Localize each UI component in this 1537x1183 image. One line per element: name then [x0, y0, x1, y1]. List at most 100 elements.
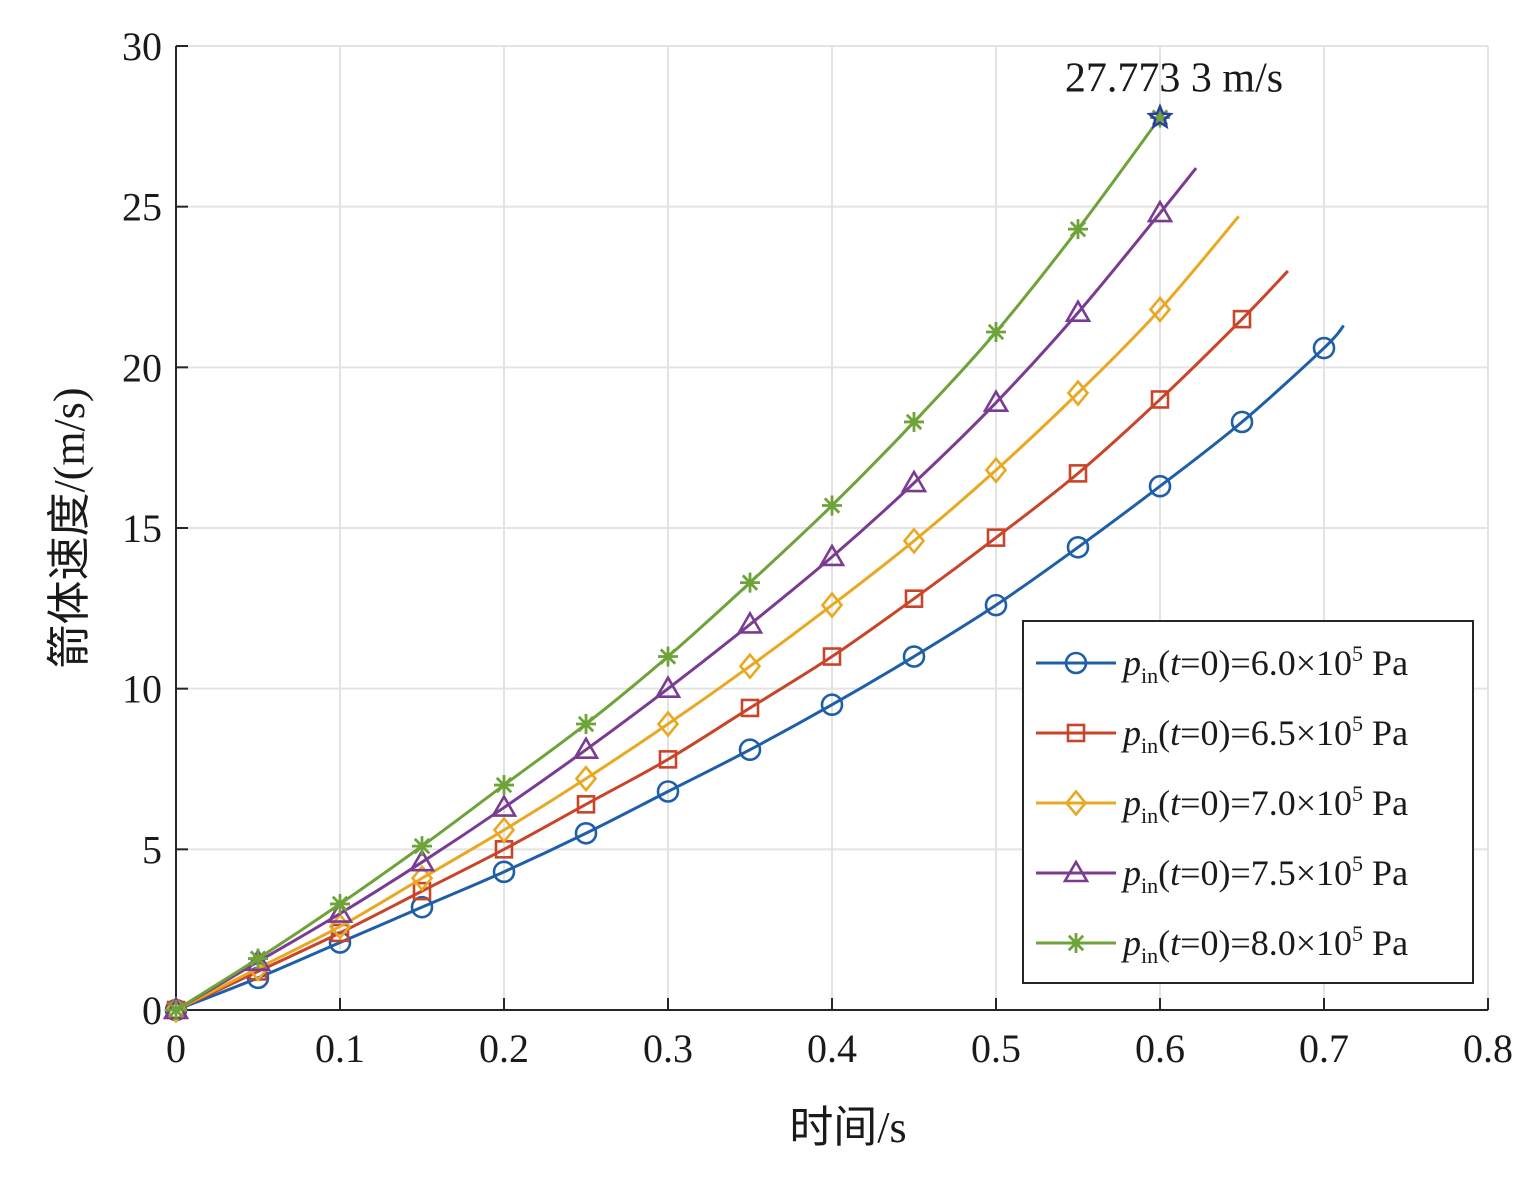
- data-point-marker: [1064, 299, 1092, 323]
- y-tick-label: 10: [122, 667, 162, 712]
- x-tick-label: 0.7: [1299, 1026, 1349, 1071]
- data-point-marker: [822, 647, 842, 666]
- data-point-marker: [822, 495, 842, 516]
- data-point-marker: [1146, 199, 1174, 223]
- data-point-marker: [982, 389, 1010, 412]
- data-point-marker: [1066, 379, 1090, 407]
- data-point-marker: [494, 775, 514, 796]
- data-point-marker: [738, 738, 762, 762]
- y-tick-label: 0: [142, 988, 162, 1033]
- series-4: [162, 167, 1198, 1020]
- data-point-marker: [1148, 474, 1172, 498]
- data-point-marker: [408, 848, 436, 872]
- data-point-marker: [820, 591, 844, 619]
- legend-marker: [1066, 933, 1086, 953]
- axes: 0 0.1 0.2 0.3 0.4 0.5 0.6 0.7 0.8 0 5 10 15 20 25 30: [122, 24, 1513, 1071]
- data-point-marker: [740, 572, 760, 593]
- y-tick-label: 15: [122, 506, 162, 551]
- data-point-marker: [412, 836, 432, 857]
- peak-annotation: 27.773 3 m/s: [1065, 56, 1283, 130]
- y-tick-label: 5: [142, 827, 162, 872]
- peak-annotation-label: 27.773 3 m/s: [1065, 56, 1283, 102]
- data-point-marker: [166, 1000, 186, 1020]
- legend-item: pin(t=0)=6.5×105 Pa: [1036, 711, 1408, 758]
- legend-label: pin(t=0)=6.5×105 Pa: [1120, 711, 1408, 758]
- data-point-marker: [656, 710, 680, 738]
- legend-label: pin(t=0)=7.0×105 Pa: [1120, 781, 1408, 828]
- data-point-marker: [902, 645, 926, 668]
- series-line: [175, 215, 1240, 1012]
- legend-marker: [1062, 859, 1090, 883]
- x-tick-label: 0.3: [643, 1026, 693, 1071]
- data-point-marker: [1068, 219, 1088, 240]
- data-point-marker: [1148, 295, 1172, 324]
- data-point-marker: [1230, 410, 1254, 434]
- data-point-marker: [820, 693, 844, 717]
- series-layer: [162, 107, 1345, 1024]
- x-axis-title: 时间/s: [789, 1103, 906, 1152]
- legend-label: pin(t=0)=6.0×105 Pa: [1120, 641, 1408, 688]
- legend-label: pin(t=0)=7.5×105 Pa: [1120, 851, 1408, 898]
- data-point-marker: [1150, 390, 1170, 409]
- grid-lines: [176, 45, 1489, 1010]
- series-line: [175, 167, 1198, 1012]
- data-point-marker: [656, 780, 680, 803]
- y-tick-label: 30: [122, 24, 162, 69]
- data-point-marker: [248, 948, 268, 969]
- y-axis-title: 箭体速度/(m/s): [45, 387, 94, 668]
- legend-marker: [1066, 723, 1086, 743]
- data-point-marker: [576, 795, 596, 814]
- data-point-marker: [330, 893, 350, 914]
- data-point-marker: [244, 948, 272, 972]
- data-point-marker: [986, 321, 1006, 342]
- data-point-marker: [1066, 535, 1090, 559]
- x-tick-label: 0.1: [315, 1026, 365, 1071]
- data-point-marker: [492, 860, 516, 884]
- x-tick-label: 0.6: [1135, 1026, 1185, 1071]
- data-point-marker: [326, 900, 354, 923]
- legend-item: pin(t=0)=7.5×105 Pa: [1036, 851, 1408, 898]
- x-tick-label: 0.2: [479, 1026, 529, 1071]
- x-tick-label: 0.5: [971, 1026, 1021, 1071]
- data-point-marker: [904, 589, 924, 608]
- data-point-marker: [740, 698, 760, 718]
- data-point-marker: [904, 411, 924, 432]
- legend-item: pin(t=0)=8.0×105 Pa: [1036, 921, 1408, 968]
- data-point-marker: [410, 895, 434, 919]
- data-point-marker: [902, 527, 926, 555]
- data-point-marker: [818, 543, 846, 567]
- data-point-marker: [412, 881, 432, 901]
- data-point-marker: [738, 652, 762, 680]
- y-tick-label: 25: [122, 185, 162, 230]
- series-1: [164, 324, 1345, 1022]
- legend-label: pin(t=0)=8.0×105 Pa: [1120, 921, 1408, 968]
- series-line: [175, 324, 1345, 1012]
- data-point-marker: [1232, 309, 1252, 329]
- data-point-marker: [490, 793, 518, 817]
- y-tick-label: 20: [122, 345, 162, 390]
- x-tick-label: 0: [166, 1026, 186, 1071]
- data-point-marker: [658, 646, 678, 667]
- legend: pin(t=0)=6.0×105 Pa pin(t=0)=6.5×105 Pa pi…: [1022, 620, 1474, 984]
- data-point-marker: [492, 816, 516, 844]
- data-point-marker: [410, 864, 434, 892]
- data-point-marker: [658, 750, 678, 769]
- data-point-marker: [574, 765, 598, 793]
- data-point-marker: [572, 736, 600, 760]
- x-tick-label: 0.8: [1463, 1026, 1513, 1071]
- data-point-marker: [900, 469, 928, 493]
- legend-marker: [1064, 789, 1088, 817]
- data-point-marker: [654, 675, 682, 698]
- data-point-marker: [736, 610, 764, 634]
- peak-star-marker: [1146, 103, 1174, 130]
- legend-marker: [1064, 651, 1088, 675]
- data-point-marker: [576, 714, 596, 735]
- legend-item: pin(t=0)=6.0×105 Pa: [1036, 641, 1408, 688]
- data-point-marker: [574, 821, 598, 845]
- data-point-marker: [986, 528, 1006, 547]
- data-point-marker: [984, 456, 1008, 484]
- data-point-marker: [1068, 464, 1088, 483]
- data-point-marker: [1312, 336, 1336, 360]
